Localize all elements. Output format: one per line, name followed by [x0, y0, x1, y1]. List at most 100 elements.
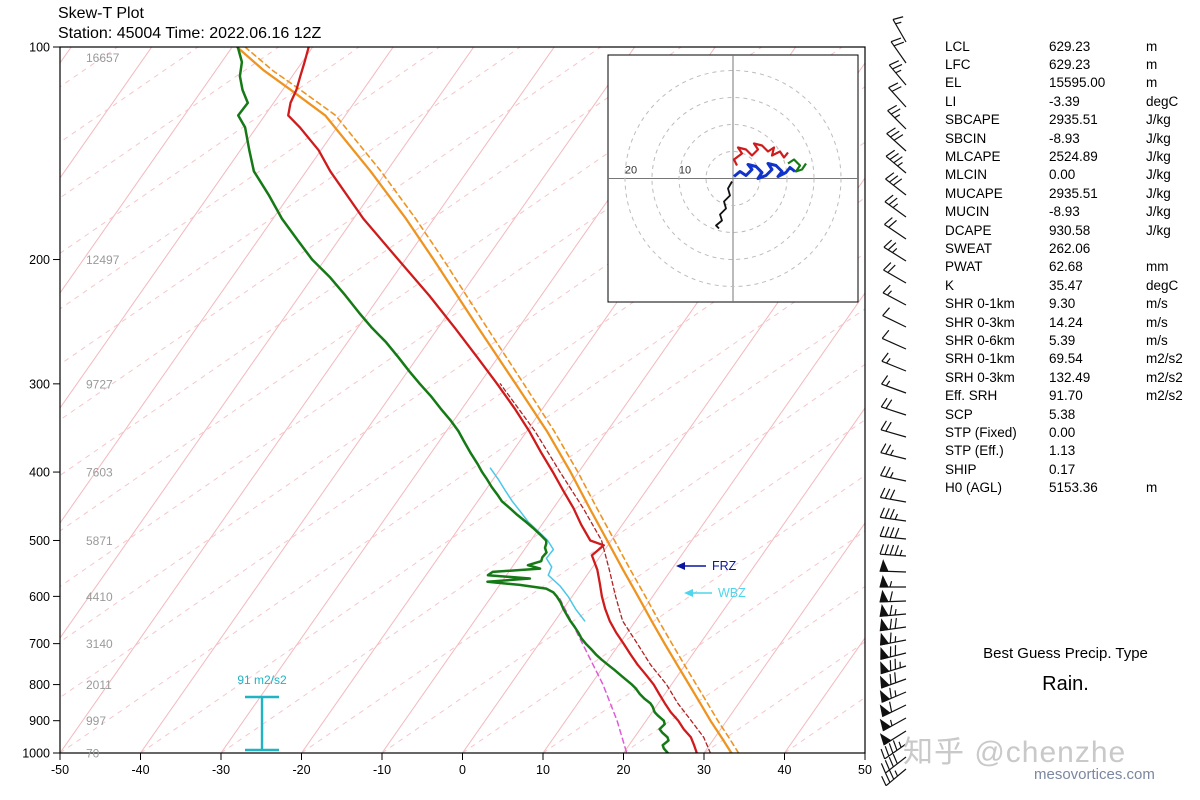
hodo-ring-label: 20 — [625, 165, 637, 177]
stat-unit: m/s — [1146, 314, 1168, 330]
wind-barb — [880, 443, 907, 460]
stat-row-scp: SCP 5.38 — [945, 405, 1200, 423]
wind-barb — [888, 82, 907, 108]
barb-staff — [880, 496, 907, 503]
stat-row-srh-0-1km: SRH 0-1km 69.54 m2/s2 — [945, 350, 1200, 368]
parcel-virtual-curve — [244, 47, 740, 753]
height-label: 4410 — [86, 590, 113, 604]
stat-row-eff-srh: Eff. SRH 91.70 m2/s2 — [945, 386, 1200, 404]
stat-label: H0 (AGL) — [945, 480, 1003, 496]
adiabat-line — [60, 47, 601, 421]
barb-half — [885, 380, 891, 387]
x-tick-label: -50 — [51, 763, 69, 777]
barb-staff — [885, 178, 907, 196]
barb-full — [889, 527, 895, 538]
stat-label: MLCIN — [945, 167, 988, 183]
barb-full — [887, 264, 896, 273]
barb-half — [889, 472, 894, 478]
curves-layer — [235, 47, 740, 753]
barb-staff — [884, 223, 907, 240]
barb-full — [889, 60, 900, 66]
barb-full — [880, 397, 888, 408]
stat-value: 132.49 — [1049, 369, 1091, 385]
barb-full — [879, 526, 885, 537]
barb-full — [881, 329, 890, 339]
stat-label: LI — [945, 93, 957, 109]
stat-label: Eff. SRH — [945, 388, 998, 404]
x-tick-label: 20 — [617, 763, 631, 777]
wind-barb — [884, 217, 907, 240]
barb-full — [893, 41, 905, 47]
barb-half — [894, 513, 899, 520]
stat-row-dcape: DCAPE 930.58 J/kg — [945, 221, 1200, 239]
wind-barb — [880, 645, 907, 660]
wind-barb — [890, 37, 907, 64]
barb-full — [879, 487, 886, 498]
stats-table: LCL 629.23 m LFC 629.23 m EL 15595.00 m LI -3.39 de… — [945, 37, 1200, 497]
stat-row-h0-agl-: H0 (AGL) 5153.36 m — [945, 478, 1200, 496]
barb-full — [888, 769, 895, 780]
barb-pennant — [879, 690, 891, 703]
pressure-label: 400 — [29, 466, 50, 480]
adiabat-line — [140, 252, 865, 753]
parcel-curve — [235, 47, 733, 753]
hodo-ring — [651, 97, 815, 260]
barb-staff — [887, 110, 907, 130]
barb-pennant — [879, 574, 889, 588]
stat-row-mucape: MUCAPE 2935.51 J/kg — [945, 184, 1200, 202]
barb-full — [885, 149, 896, 157]
wind-barb — [879, 559, 907, 573]
stat-unit: m2/s2 — [1146, 369, 1183, 385]
isotherm-line — [60, 47, 153, 179]
barb-full — [888, 82, 899, 89]
barb-full — [880, 465, 886, 476]
height-label: 70 — [86, 747, 100, 761]
wind-barb — [888, 60, 907, 86]
stat-row-shr-0-1km: SHR 0-1km 9.30 m/s — [945, 294, 1200, 312]
barb-pennant — [879, 675, 891, 689]
adiabat-line — [60, 47, 360, 254]
wind-barb — [879, 687, 907, 703]
barb-half — [892, 203, 899, 209]
wind-barb — [880, 420, 907, 438]
stat-row-lcl: LCL 629.23 m — [945, 37, 1200, 55]
barb-full — [891, 86, 902, 92]
isotherm-line — [542, 292, 865, 753]
x-tick-label: -20 — [292, 763, 310, 777]
barb-half — [889, 449, 894, 456]
stat-row-el: EL 15595.00 m — [945, 74, 1200, 92]
barb-full — [893, 156, 903, 164]
stat-label: SHR 0-1km — [945, 296, 1015, 312]
barb-full — [884, 760, 891, 771]
precip-type-heading: Best Guess Precip. Type — [983, 645, 1148, 662]
stat-label: DCAPE — [945, 222, 992, 238]
stat-label: SRH 0-3km — [945, 369, 1015, 385]
stat-label: SCP — [945, 406, 973, 422]
barb-full — [889, 508, 895, 520]
wind-barb — [879, 574, 906, 588]
isotherm-line — [703, 522, 865, 753]
wind-barb — [884, 194, 907, 218]
height-label: 997 — [86, 714, 106, 728]
barb-staff — [880, 452, 907, 460]
wind-barb — [886, 127, 907, 152]
stat-value: 0.00 — [1049, 167, 1076, 183]
stat-value: 14.24 — [1049, 314, 1083, 330]
hodo-ring-label: 10 — [679, 165, 691, 177]
wind-barb — [879, 730, 907, 746]
barb-staff — [882, 337, 907, 350]
wind-barb — [879, 618, 907, 632]
barb-full — [889, 175, 899, 183]
stat-value: 2524.89 — [1049, 149, 1098, 165]
wind-barb — [880, 740, 907, 760]
stat-unit: mm — [1146, 259, 1169, 275]
barb-full — [883, 262, 892, 271]
barb-full — [889, 604, 893, 616]
pressure-label: 600 — [29, 590, 50, 604]
barb-full — [894, 618, 897, 629]
barb-full — [889, 544, 895, 556]
isotherm-line — [60, 47, 314, 409]
stat-label: LFC — [945, 57, 971, 73]
barb-staff — [883, 269, 907, 284]
stat-row-mlcin: MLCIN 0.00 J/kg — [945, 166, 1200, 184]
